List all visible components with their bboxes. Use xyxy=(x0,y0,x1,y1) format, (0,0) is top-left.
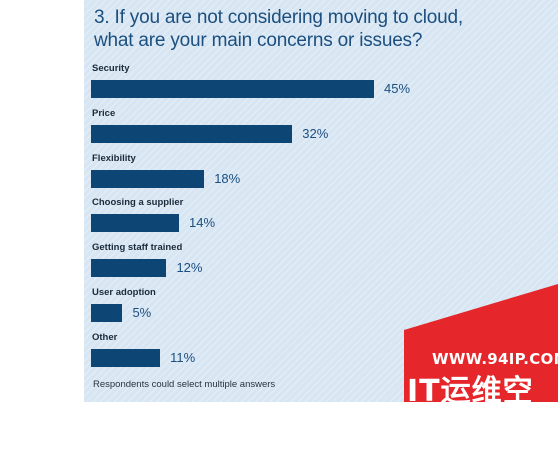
chart-panel xyxy=(84,0,558,402)
title-line-2: what are your main concerns or issues? xyxy=(94,30,423,51)
chart-title: 3. If you are not considering moving to … xyxy=(94,6,534,52)
value-label-user-adoption: 5% xyxy=(132,305,152,320)
bar-security xyxy=(91,80,374,98)
category-label-flexibility: Flexibility xyxy=(92,152,136,164)
category-label-getting-staff-trained: Getting staff trained xyxy=(92,242,183,254)
title-line-1: If you are not considering moving to clo… xyxy=(114,7,464,28)
value-label-flexibility: 18% xyxy=(214,170,241,186)
category-label-other: Other xyxy=(92,331,118,343)
category-label-price: Price xyxy=(92,107,116,119)
category-label-user-adoption: User adoption xyxy=(92,287,156,298)
value-label-security: 45% xyxy=(384,81,411,96)
bar-flexibility xyxy=(91,169,205,188)
question-number: 3. xyxy=(94,7,110,28)
watermark-brand: IT运维空间 xyxy=(407,374,534,453)
watermark-url: WWW.94IP.COM xyxy=(432,350,558,368)
category-label-choosing-a-supplier: Choosing a supplier xyxy=(92,197,184,209)
value-label-choosing-a-supplier: 14% xyxy=(189,215,216,231)
bar-price xyxy=(91,124,293,143)
bar-getting-staff-trained xyxy=(91,259,167,278)
footnote: Respondents could select multiple answer… xyxy=(93,379,276,390)
value-label-getting-staff-trained: 12% xyxy=(176,260,203,276)
value-label-other: 11% xyxy=(170,349,196,365)
category-label-security: Security xyxy=(92,63,130,74)
bar-user-adoption xyxy=(91,304,123,322)
bar-choosing-a-supplier xyxy=(91,214,180,233)
bar-other xyxy=(91,348,161,367)
value-label-price: 32% xyxy=(302,125,329,141)
